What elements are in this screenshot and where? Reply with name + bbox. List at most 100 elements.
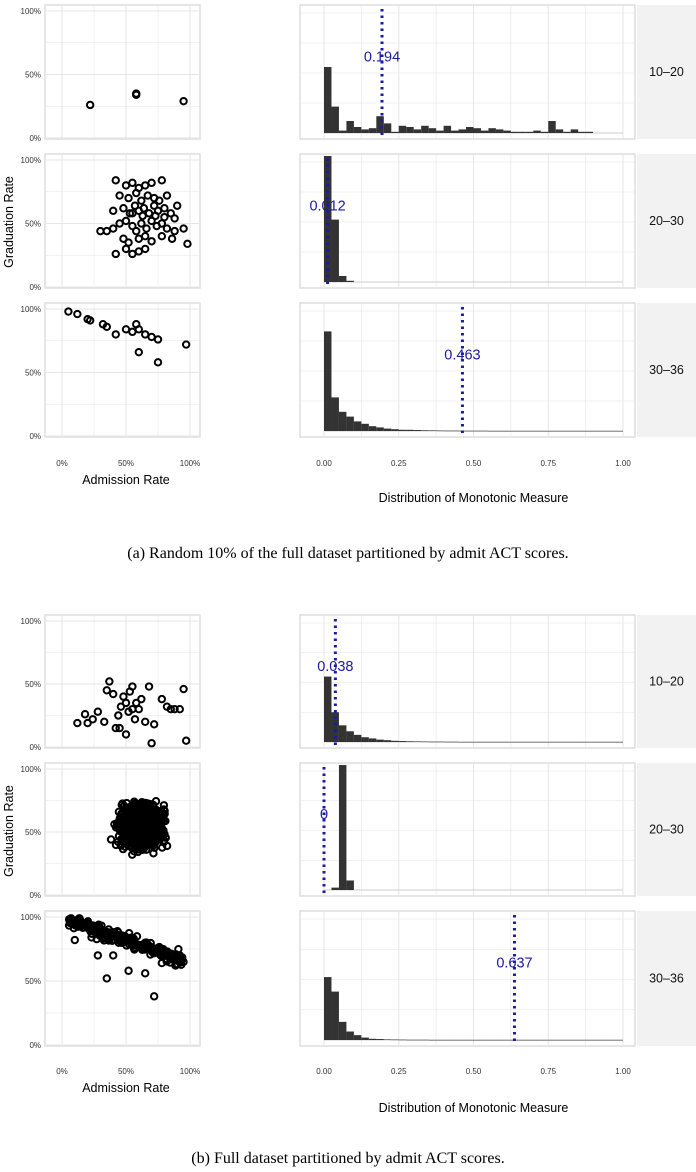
scatter-point — [153, 834, 162, 843]
histogram-bar — [540, 741, 549, 743]
histogram-bar — [391, 131, 399, 133]
x-tick-label: 0.75 — [540, 459, 556, 468]
histogram-bar — [331, 712, 339, 742]
histogram-bar — [548, 430, 556, 432]
figure-b: 0% 50% 100% 0.038 10–20 0% 50% 100% 0 20–30 0% 50% 1… — [2, 614, 696, 1167]
histogram-bar — [391, 1039, 399, 1041]
scatter-point — [66, 914, 76, 923]
scatter-point — [141, 809, 150, 818]
facet-strip-bg — [637, 303, 696, 437]
histogram-bar — [525, 741, 534, 743]
histogram-bar — [376, 1039, 384, 1040]
facet-strip-bg — [637, 615, 696, 748]
histogram-bar — [346, 880, 354, 890]
histogram-panel-3: 0.463 — [299, 302, 636, 438]
scatter-point — [102, 974, 112, 983]
histogram-bar — [585, 131, 594, 133]
scatter-point — [111, 723, 120, 733]
histogram-bar — [361, 129, 369, 133]
histogram-bar — [540, 131, 549, 133]
scatter-point — [109, 951, 118, 960]
scatter-point — [157, 694, 167, 704]
scatter-point — [115, 191, 124, 200]
scatter-point — [138, 211, 147, 221]
histogram-panel-1: 0.194 — [299, 4, 636, 140]
scatter-panel-1: 0% 50% 100% — [21, 614, 201, 752]
histogram-bar — [398, 741, 407, 742]
histogram-bar — [406, 429, 414, 431]
scatter-point — [85, 100, 95, 110]
median-value-label: 0.637 — [496, 956, 532, 972]
x-tick-label: 0% — [56, 1067, 68, 1076]
histogram-bar — [480, 130, 489, 133]
histogram-bar — [503, 130, 511, 133]
histogram-bar — [593, 1039, 601, 1041]
histogram-bar — [436, 1039, 444, 1041]
scatter-point — [166, 705, 176, 714]
figure-caption: (a) Random 10% of the full dataset parti… — [127, 545, 568, 562]
histogram-bar — [451, 741, 459, 743]
scatter-point — [137, 219, 146, 228]
histogram-bar — [331, 991, 339, 1040]
scatter-point — [115, 723, 124, 733]
histogram-bar — [608, 430, 616, 432]
scatter-point — [141, 232, 150, 241]
scatter-point — [139, 204, 149, 213]
scatter-point — [183, 239, 192, 249]
y-tick-label: 100% — [21, 156, 41, 165]
scatter-point — [160, 806, 169, 816]
x-tick-label: 0.50 — [466, 1067, 482, 1076]
scatter-point — [127, 841, 136, 851]
scatter-point — [102, 686, 112, 695]
histogram-bar — [533, 130, 541, 133]
facet-strip-bg — [637, 5, 696, 139]
scatter-point — [80, 710, 90, 719]
scatter-point — [134, 325, 144, 334]
scatter-point — [179, 96, 188, 106]
scatter-point — [179, 224, 188, 233]
scatter-point — [114, 711, 123, 720]
scatter-panel-frame — [44, 302, 201, 438]
histogram-bar — [376, 427, 384, 431]
histogram-bar — [473, 430, 481, 432]
median-value-label: 0.012 — [309, 198, 345, 214]
histogram-panel-frame — [299, 302, 636, 438]
histogram-panel-frame — [299, 4, 636, 140]
histogram-bar — [488, 741, 496, 743]
histogram-panel-frame — [299, 762, 636, 897]
y-tick-label: 50% — [25, 369, 41, 378]
histogram-bar — [466, 430, 474, 432]
scatter-point — [157, 232, 167, 241]
scatter-point — [71, 921, 80, 930]
histogram-bar — [563, 430, 571, 432]
histogram-bar — [578, 741, 586, 743]
scatter-point — [139, 801, 148, 810]
histogram-panel-3: 0.637 — [299, 910, 636, 1047]
histogram-bar — [383, 740, 392, 742]
histogram-bar — [495, 430, 504, 432]
x-tick-label: 0.00 — [316, 1067, 332, 1076]
histogram-bar — [533, 430, 541, 432]
x-tick-label: 0.00 — [316, 459, 332, 468]
histogram-bar — [361, 1037, 369, 1040]
histogram-bar — [615, 1039, 623, 1041]
histogram-bar — [413, 430, 422, 431]
x-axis-title: Admission Rate — [82, 473, 170, 487]
x-tick-label: 100% — [180, 1067, 200, 1076]
x-tick-label: 0% — [56, 459, 68, 468]
histogram-bar — [413, 1039, 422, 1041]
histogram-bar — [353, 1035, 362, 1040]
histogram-bar — [353, 127, 362, 133]
scatter-point — [121, 730, 131, 739]
histogram-bar — [391, 740, 399, 742]
scatter-point — [118, 844, 128, 854]
histogram-bar — [428, 1039, 437, 1041]
facet-strip-1: 10–20 — [637, 5, 696, 139]
scatter-point — [88, 715, 97, 724]
scatter-point — [109, 689, 118, 699]
scatter-point — [130, 201, 140, 210]
histogram-bar — [555, 1039, 564, 1041]
histogram-bar — [525, 131, 534, 133]
y-tick-label: 0% — [29, 743, 41, 752]
histogram-bar — [324, 676, 332, 742]
